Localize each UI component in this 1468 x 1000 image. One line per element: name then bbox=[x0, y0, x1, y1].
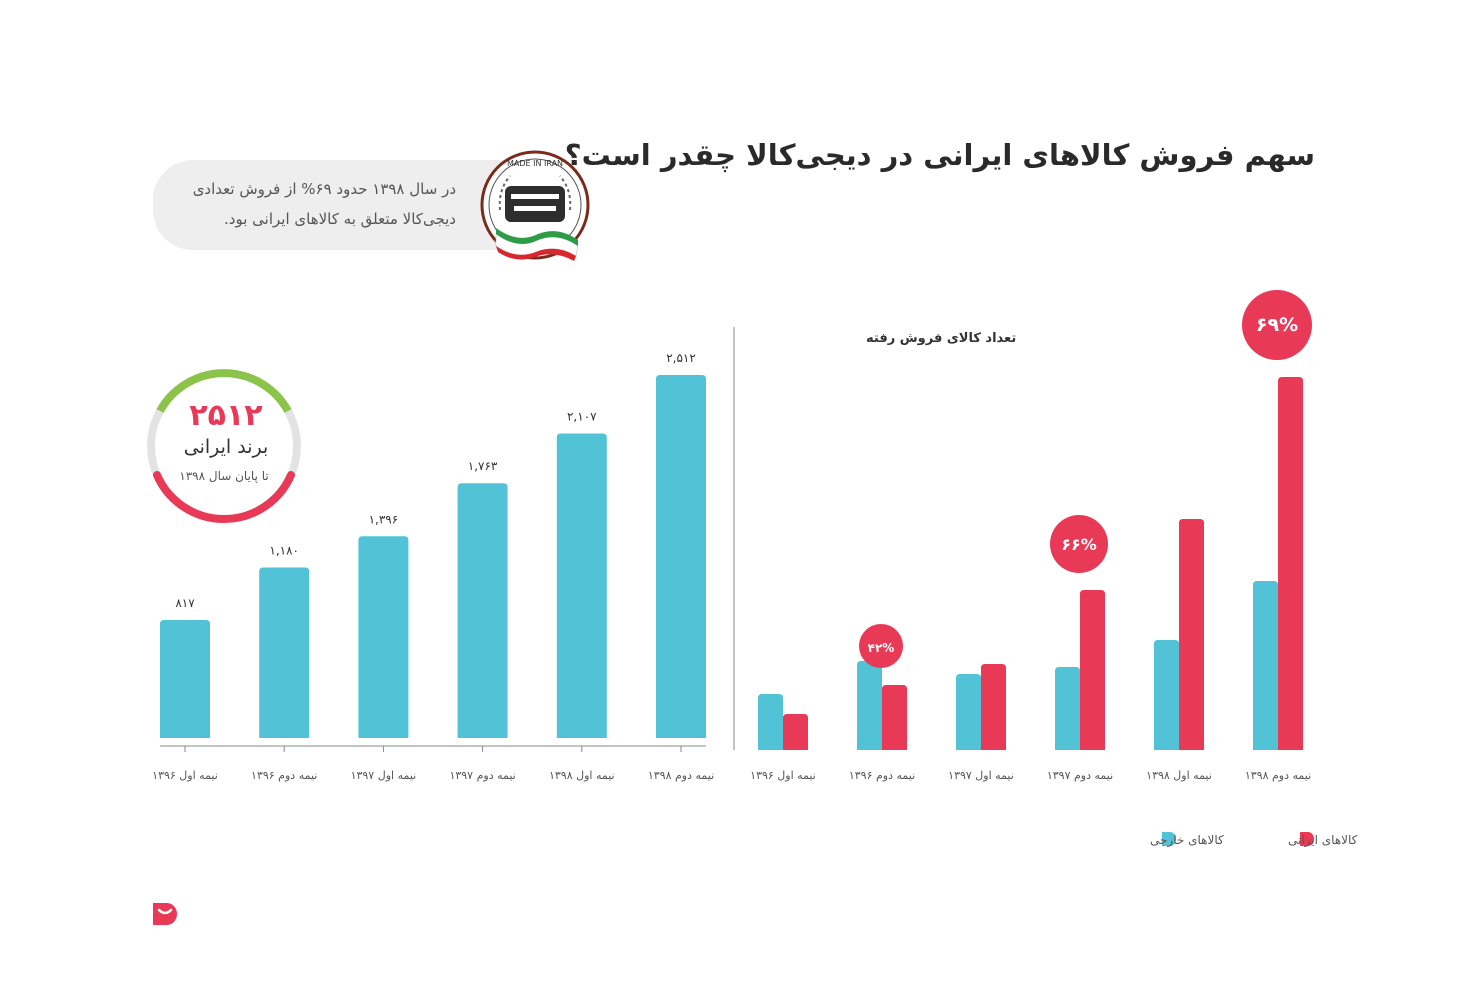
legend-label-foreign: کالاهای خارجی bbox=[1150, 833, 1224, 848]
x-tick-label: نیمه دوم ۱۳۹۶ bbox=[251, 769, 317, 782]
gauge-sublabel: تا پایان سال ۱۳۹۸ bbox=[179, 469, 268, 483]
legend-swatch-iranian bbox=[1300, 832, 1314, 846]
x-tick-label: نیمه دوم ۱۳۹۷ bbox=[449, 769, 515, 782]
right-ylabel: تعداد کالای فروش رفته bbox=[866, 331, 1016, 346]
x-tick-label: نیمه دوم ۱۳۹۶ bbox=[849, 769, 915, 782]
percent-annotation-label: ۴۲% bbox=[868, 641, 895, 655]
data-label: ۸۱۷ bbox=[175, 596, 195, 610]
data-label: ۱,۱۸۰ bbox=[269, 543, 299, 557]
right-bar-chart: نیمه اول ۱۳۹۶ نیمه دوم ۱۳۹۶ نیمه اول ۱۳۹۷ ن… bbox=[750, 290, 1312, 782]
gauge-arc-red bbox=[153, 471, 295, 524]
percent-annotation-label: ۶۹% bbox=[1256, 314, 1298, 336]
bar-iranian bbox=[882, 685, 907, 750]
bar bbox=[656, 375, 706, 738]
legend: کالاهای ایرانی کالاهای خارجی bbox=[1150, 832, 1358, 848]
bar bbox=[457, 483, 508, 738]
bar-iranian bbox=[981, 664, 1006, 750]
bar-iranian bbox=[1080, 590, 1105, 750]
percent-annotation-circle bbox=[1242, 290, 1312, 360]
page-title: سهم فروش کالاهای ایرانی در دیجی‌کالا چقد… bbox=[564, 138, 1315, 172]
bar-foreign bbox=[857, 661, 882, 750]
bar-iranian bbox=[1179, 519, 1204, 750]
data-label: ۲,۱۰۷ bbox=[567, 410, 597, 424]
bar bbox=[556, 433, 607, 738]
gauge-arc-green bbox=[156, 369, 292, 415]
callout-line-2: دیجی‌کالا متعلق به کالاهای ایرانی بود. bbox=[224, 210, 456, 228]
brand-gauge: ۲۵۱۲ برند ایرانی تا پایان سال ۱۳۹۸ bbox=[147, 369, 301, 524]
x-tick-label: نیمه دوم ۱۳۹۸ bbox=[1245, 769, 1311, 782]
bar-foreign bbox=[1055, 667, 1080, 750]
bar bbox=[160, 619, 210, 738]
x-tick-label: نیمه اول ۱۳۹۶ bbox=[152, 769, 218, 782]
percent-annotation-circle bbox=[1050, 515, 1108, 573]
x-tick-label: نیمه اول ۱۳۹۸ bbox=[549, 769, 615, 782]
bar-foreign bbox=[1154, 640, 1179, 750]
bar-foreign bbox=[1253, 581, 1278, 750]
legend-label-iranian: کالاهای ایرانی bbox=[1288, 833, 1358, 848]
digikala-logo-icon bbox=[153, 903, 177, 925]
x-tick-label: نیمه دوم ۱۳۹۸ bbox=[648, 769, 714, 782]
bar-foreign bbox=[956, 674, 981, 750]
bar-iranian bbox=[1278, 377, 1303, 750]
data-label: ۱,۳۹۶ bbox=[369, 512, 399, 526]
x-tick-label: نیمه اول ۱۳۹۷ bbox=[351, 769, 417, 782]
made-in-iran-badge-icon: MADE IN IRAN bbox=[480, 150, 590, 261]
data-label: ۱,۷۶۳ bbox=[468, 459, 498, 473]
x-tick-label: نیمه اول ۱۳۹۸ bbox=[1146, 769, 1212, 782]
bar-foreign bbox=[758, 694, 783, 750]
callout-line-1: در سال ۱۳۹۸ حدود ۶۹% از فروش تعدادی bbox=[192, 180, 456, 198]
legend-swatch-foreign bbox=[1162, 832, 1176, 846]
percent-annotation-label: ۶۶% bbox=[1061, 535, 1097, 554]
left-bar-chart: ۸۱۷ نیمه اول ۱۳۹۶ ۱,۱۸۰ نیمه دوم ۱۳۹۶ ۱,۳۹۶ ن… bbox=[152, 351, 714, 782]
gauge-value: ۲۵۱۲ bbox=[189, 398, 262, 433]
gauge-label: برند ایرانی bbox=[184, 436, 269, 458]
bar bbox=[259, 567, 310, 738]
x-tick-label: نیمه اول ۱۳۹۷ bbox=[948, 769, 1014, 782]
gauge-arc-gray bbox=[147, 409, 301, 477]
bar bbox=[358, 536, 409, 738]
badge-top-text: MADE IN IRAN bbox=[507, 159, 563, 168]
percent-annotation-circle bbox=[859, 624, 903, 668]
bar-iranian bbox=[783, 714, 808, 750]
x-tick-label: نیمه دوم ۱۳۹۷ bbox=[1047, 769, 1113, 782]
data-label: ۲,۵۱۲ bbox=[666, 351, 696, 365]
x-tick-label: نیمه اول ۱۳۹۶ bbox=[750, 769, 816, 782]
